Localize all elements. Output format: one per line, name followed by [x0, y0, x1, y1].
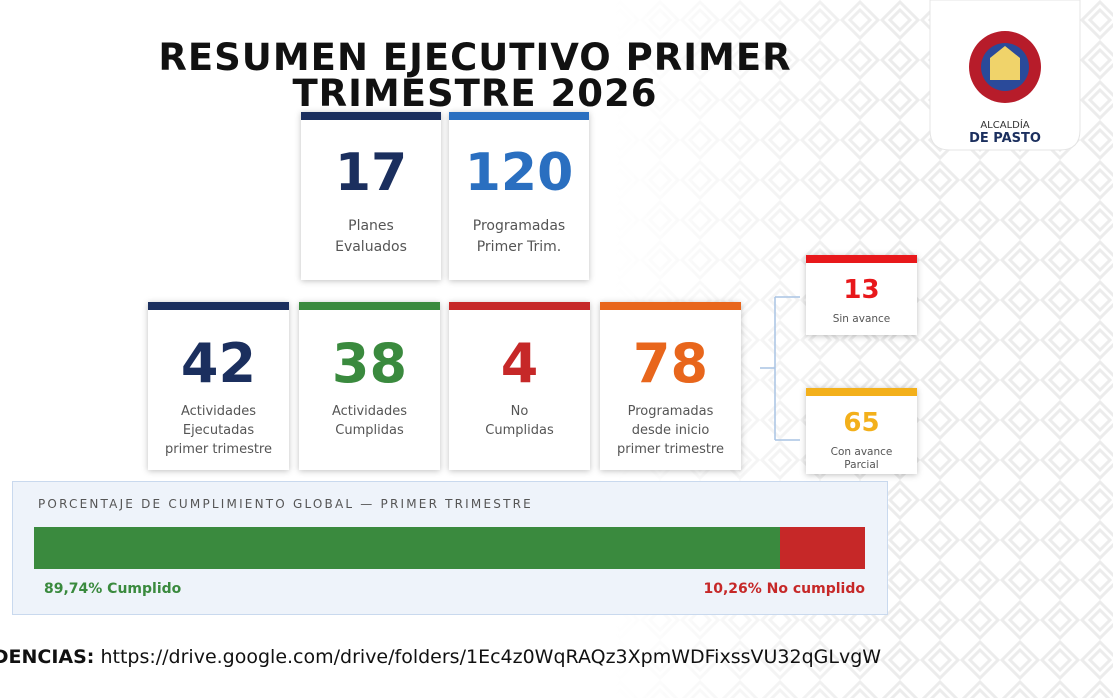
card: 17 Planes Evaluados: [301, 112, 441, 280]
card: 65 Con avance Parcial: [806, 388, 917, 474]
card-label: No: [510, 404, 529, 419]
card-label: primer trimestre: [617, 442, 724, 457]
card-value: 78: [632, 332, 709, 395]
footer-label: EVIDENCIAS:: [0, 646, 95, 668]
card-bar: [600, 302, 741, 310]
progress-segment: [34, 527, 780, 569]
progress-label: 10,26% No cumplido: [703, 581, 865, 597]
card-value: 120: [464, 143, 574, 203]
card: 38 Actividades Cumplidas: [299, 302, 440, 470]
card-label: Ejecutadas: [182, 423, 255, 438]
card-value: 38: [331, 332, 408, 395]
card-label: Programadas: [627, 404, 714, 419]
card: 42 Actividades Ejecutadas primer trimestre: [148, 302, 289, 470]
card-value: 4: [500, 332, 539, 395]
card: 78 Programadas desde inicio primer trimestr…: [600, 302, 741, 470]
card-value: 13: [843, 275, 880, 305]
card-label: Con avance: [830, 446, 893, 458]
card-label: Actividades: [180, 404, 257, 419]
footer: EVIDENCIAS: https://drive.google.com/dri…: [0, 646, 881, 668]
card-label: Cumplidas: [335, 423, 404, 438]
card-label: Primer Trim.: [476, 239, 562, 255]
card-value: 17: [334, 143, 408, 203]
progress-label: 89,74% Cumplido: [44, 581, 182, 597]
logo-line2: DE PASTO: [969, 131, 1041, 146]
card-bar: [148, 302, 289, 310]
card: 120 Programadas Primer Trim.: [449, 112, 589, 280]
card-bar: [299, 302, 440, 310]
card: 13 Sin avance: [806, 255, 917, 335]
card-bar: [301, 112, 441, 120]
card-value: 65: [843, 408, 880, 438]
card-label: Cumplidas: [485, 423, 554, 438]
card-label: primer trimestre: [165, 442, 272, 457]
footer-url: https://drive.google.com/drive/folders/1…: [100, 646, 882, 668]
card-label: Evaluados: [335, 239, 407, 255]
progress-segment: [779, 527, 865, 569]
card-bar: [449, 302, 590, 310]
title: RESUMEN EJECUTIVO PRIMER TRIMESTRE 2026: [158, 36, 792, 115]
card-bar: [449, 112, 589, 120]
card-bar: [806, 255, 917, 263]
card-label: Actividades: [331, 404, 408, 419]
card-bar: [806, 388, 917, 396]
progress-heading: PORCENTAJE DE CUMPLIMIENTO GLOBAL — PRIM…: [38, 497, 533, 511]
card: 4 No Cumplidas: [449, 302, 590, 470]
card-value: 42: [180, 332, 257, 395]
card-label: desde inicio: [631, 423, 710, 438]
card-label: Planes: [348, 218, 394, 234]
card-label: Programadas: [472, 218, 566, 234]
card-label: Parcial: [844, 459, 879, 471]
logo-line1: ALCALDÍA: [980, 118, 1029, 131]
card-label: Sin avance: [832, 313, 891, 325]
